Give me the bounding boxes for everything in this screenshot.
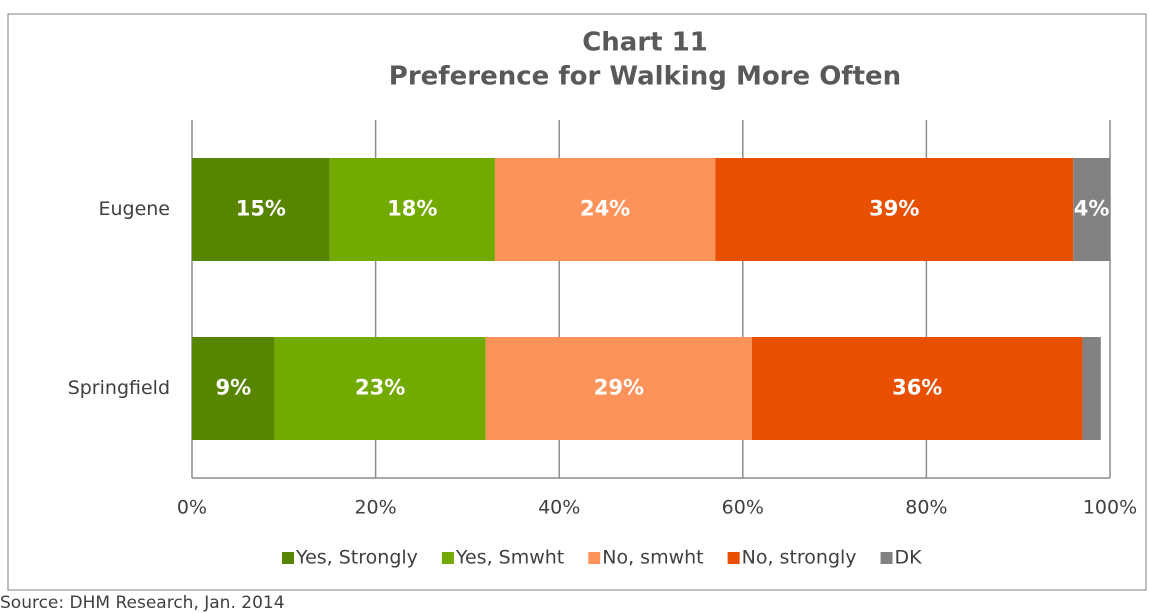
x-tick-label: 0% [177, 497, 207, 519]
legend-swatch [727, 552, 740, 564]
legend-swatch [880, 552, 893, 564]
value-label: 36% [892, 376, 942, 400]
bar-segment [715, 158, 1074, 261]
value-label: 24% [580, 197, 630, 221]
bar-segment [1073, 158, 1110, 261]
bar-segment [274, 337, 486, 440]
source: Source: DHM Research, Jan. 2014 [0, 593, 285, 613]
legend-label: DK [895, 547, 923, 569]
x-tick-label: 100% [1083, 497, 1137, 519]
value-label: 29% [594, 376, 644, 400]
x-tick-label: 80% [905, 497, 947, 519]
chart-title: Chart 11 [582, 28, 708, 58]
value-label: 18% [387, 197, 437, 221]
value-label: 23% [355, 376, 405, 400]
bar-segment [751, 337, 1083, 440]
legend-label: No, smwht [602, 547, 703, 569]
value-label: 4% [1074, 197, 1110, 221]
bar-segment [329, 158, 495, 261]
bar-segment [192, 337, 275, 440]
legend-label: Yes, Smwht [455, 547, 564, 569]
legend-swatch [282, 552, 294, 564]
bar-segment [1082, 337, 1101, 440]
chart-title: Preference for Walking More Often [389, 62, 901, 92]
legend-label: No, strongly [742, 547, 857, 569]
bar-segment [485, 337, 752, 440]
value-label: 39% [869, 197, 919, 221]
value-label: 9% [215, 376, 251, 400]
bar-segment [494, 158, 716, 261]
bar-segment [192, 158, 330, 261]
chart-frame [7, 13, 1147, 591]
y-tick-label: Springfield [68, 377, 170, 399]
x-tick-label: 60% [722, 497, 764, 519]
x-tick-label: 40% [538, 497, 580, 519]
legend-swatch [441, 552, 454, 564]
y-tick-label: Eugene [98, 198, 170, 220]
value-label: 15% [236, 197, 286, 221]
legend-swatch [588, 552, 601, 564]
legend-label: Yes, Strongly [295, 547, 418, 569]
x-tick-label: 20% [354, 497, 396, 519]
